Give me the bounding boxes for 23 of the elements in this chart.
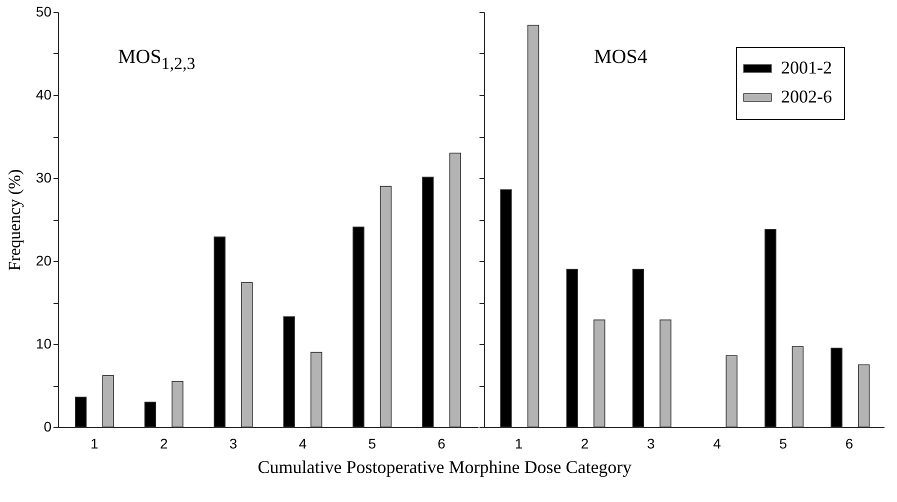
y-tick-label: 40 [36, 86, 52, 102]
legend-label: 2002-6 [781, 86, 832, 106]
y-tick-label: 10 [36, 336, 52, 352]
x-tick-label: 5 [779, 436, 788, 452]
x-tick-label: 6 [438, 436, 446, 452]
x-tick-label: 2 [160, 436, 168, 452]
x-tick-label: 3 [647, 436, 656, 452]
y-tick-label: 20 [36, 252, 52, 268]
x-tick-label: 1 [514, 436, 523, 452]
annotation: MOS4 [594, 46, 648, 68]
y-tick-label: 30 [36, 170, 52, 186]
y-tick-label: 50 [36, 4, 52, 20]
x-axis-title: Cumulative Postoperative Morphine Dose Category [258, 457, 632, 477]
x-tick-label: 5 [368, 436, 376, 452]
y-axis-title: Frequency (%) [4, 169, 24, 271]
x-tick-label: 6 [845, 436, 854, 452]
legend-label: 2001-2 [781, 58, 832, 78]
x-tick-label: 1 [90, 436, 99, 452]
y-tick-label: 0 [44, 418, 52, 434]
x-tick-label: 2 [580, 436, 589, 452]
x-tick-label: 4 [713, 436, 722, 452]
x-tick-label: 4 [298, 436, 307, 452]
x-tick-label: 3 [229, 436, 238, 452]
